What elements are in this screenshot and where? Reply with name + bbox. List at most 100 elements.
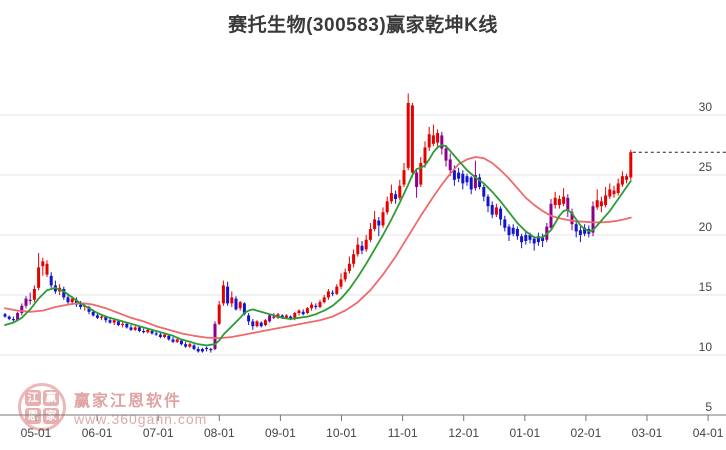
candle xyxy=(444,148,448,161)
candle xyxy=(238,302,242,309)
candle xyxy=(209,349,213,351)
candle xyxy=(507,226,511,235)
candle xyxy=(263,320,267,325)
x-axis-label: 06-01 xyxy=(82,426,113,440)
x-axis-label: 04-01 xyxy=(693,426,724,440)
candle xyxy=(49,275,53,286)
candle xyxy=(301,311,305,315)
candle xyxy=(524,235,528,241)
candle xyxy=(297,310,301,313)
candle xyxy=(482,187,486,197)
y-axis-label: 20 xyxy=(699,220,713,234)
candle xyxy=(436,133,440,143)
candle xyxy=(528,235,532,240)
candle xyxy=(280,315,284,318)
candle xyxy=(289,316,293,319)
candle xyxy=(133,327,137,330)
candle xyxy=(574,224,578,232)
candle xyxy=(32,289,36,300)
candle xyxy=(268,315,272,322)
candle xyxy=(553,197,557,205)
candle xyxy=(175,339,179,342)
candle xyxy=(536,236,540,243)
chart-title: 赛托生物(300583)赢家乾坤K线 xyxy=(228,15,498,36)
candle xyxy=(167,335,171,340)
candle xyxy=(62,289,66,298)
candle xyxy=(11,319,15,321)
candle xyxy=(322,297,326,303)
candle xyxy=(343,272,347,280)
candle xyxy=(79,304,83,307)
candle xyxy=(339,279,343,287)
candle xyxy=(137,327,141,331)
candle xyxy=(478,177,482,187)
y-axis-label: 30 xyxy=(699,100,713,114)
seal-char: 家 xyxy=(43,408,59,424)
candle xyxy=(129,327,133,330)
candle xyxy=(16,313,20,321)
watermark-brand: 赢家江恩软件 xyxy=(74,393,183,410)
candle xyxy=(310,304,314,309)
candle xyxy=(360,245,364,251)
candle xyxy=(608,189,612,197)
y-axis-label: 10 xyxy=(699,340,713,354)
candle xyxy=(142,331,146,333)
candle xyxy=(541,237,545,241)
candle xyxy=(314,305,318,307)
x-axis-label: 12-01 xyxy=(448,426,479,440)
candle xyxy=(284,315,288,318)
candle xyxy=(625,176,629,180)
candle xyxy=(196,349,200,352)
x-axis-label: 05-01 xyxy=(21,426,52,440)
candle xyxy=(394,194,398,199)
candle xyxy=(520,236,524,243)
candle xyxy=(226,286,230,304)
candle xyxy=(242,303,246,315)
winner-gann-logo-icon: 江 赢 恩 家 xyxy=(18,383,66,431)
x-axis-label: 03-01 xyxy=(632,426,663,440)
candle xyxy=(184,344,188,347)
candle xyxy=(24,298,28,306)
seal-char: 恩 xyxy=(25,408,41,424)
x-axis-label: 10-01 xyxy=(326,426,357,440)
candle xyxy=(599,201,603,207)
candle xyxy=(7,316,11,319)
candle xyxy=(398,185,402,198)
candle xyxy=(74,299,78,305)
candle xyxy=(557,199,561,205)
candle xyxy=(255,321,259,327)
candle xyxy=(566,197,570,211)
candle xyxy=(402,170,406,185)
candle xyxy=(431,135,435,144)
candle xyxy=(419,163,423,185)
candle xyxy=(461,173,465,184)
candle xyxy=(171,339,175,342)
ma-line-slow xyxy=(4,156,632,340)
x-axis-label: 09-01 xyxy=(265,426,296,440)
candle xyxy=(377,220,381,226)
candle xyxy=(604,195,608,205)
candle xyxy=(591,206,595,233)
x-axis-label: 08-01 xyxy=(204,426,235,440)
seal-char: 江 xyxy=(25,390,41,406)
candle xyxy=(95,315,99,318)
candle xyxy=(121,323,125,325)
y-axis-label: 15 xyxy=(699,280,713,294)
candle xyxy=(20,305,24,313)
ma-line-fast xyxy=(4,144,632,347)
candle xyxy=(318,302,322,307)
candle xyxy=(494,207,498,215)
candle xyxy=(188,344,192,347)
candle xyxy=(499,208,503,220)
candle xyxy=(356,244,360,255)
candle xyxy=(578,230,582,235)
candle xyxy=(583,227,587,234)
candle xyxy=(490,205,494,215)
candle xyxy=(364,239,368,250)
candle xyxy=(163,334,167,337)
candle xyxy=(448,159,452,171)
candle xyxy=(259,322,263,327)
x-axis-label: 07-01 xyxy=(143,426,174,440)
candle xyxy=(423,147,427,163)
